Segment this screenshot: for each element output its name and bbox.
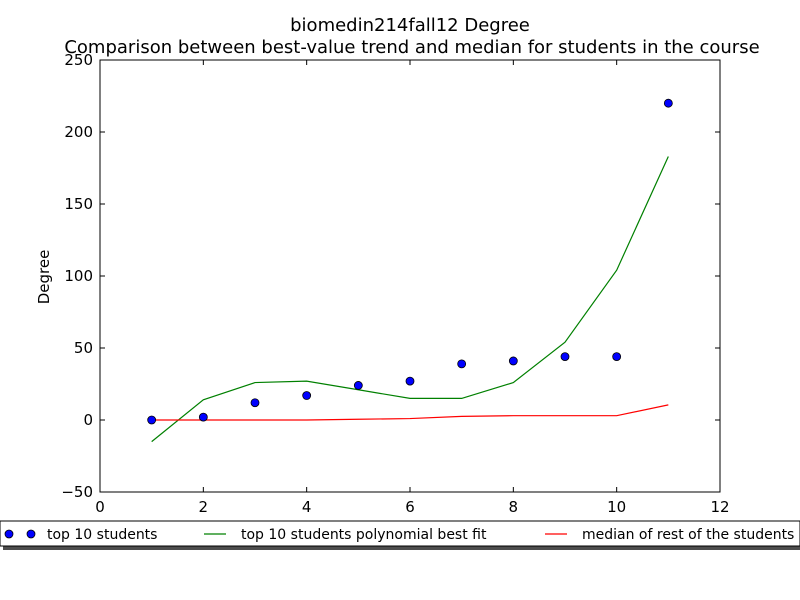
legend-label: top 10 students polynomial best fit [241,527,487,543]
x-tick-label: 10 [607,498,626,516]
data-point [508,356,518,366]
data-point [250,398,260,408]
y-tick-label: 150 [64,195,93,213]
y-tick-label: −50 [61,483,93,501]
x-tick-label: 8 [509,498,519,516]
data-point [147,415,157,425]
x-tick-label: 2 [199,498,209,516]
x-tick-label: 4 [302,498,312,516]
data-point [405,376,415,386]
data-point [663,98,673,108]
data-point [560,352,570,362]
y-tick-label: 50 [74,339,93,357]
y-tick-label: 250 [64,51,93,69]
y-tick-label: 100 [64,267,93,285]
legend: top 10 students top 10 students polynomia… [0,520,800,550]
chart-title: biomedin214fall12 Degree [290,15,530,36]
data-point [612,352,622,362]
x-tick-label: 6 [405,498,415,516]
x-tick-label: 12 [710,498,729,516]
legend-label: median of rest of the students [582,527,794,543]
series-line [151,404,669,421]
y-axis-label: Degree [35,250,53,305]
y-tick-label: 0 [83,411,93,429]
legend-marker [4,529,14,539]
x-tick-label: 0 [95,498,105,516]
data-point [353,381,363,390]
data-point [457,359,467,369]
series-line [151,156,669,443]
series-layer [147,98,673,443]
legend-label: top 10 students [47,527,157,543]
legend-marker [26,529,36,539]
y-tick-label: 200 [64,123,93,141]
legend-entries: top 10 students top 10 students polynomia… [4,527,794,543]
data-point [198,412,208,422]
plot-frame [99,59,721,493]
legend-box [0,520,800,547]
data-point [302,391,312,400]
chart-subtitle: Comparison between best-value trend and … [64,37,759,58]
